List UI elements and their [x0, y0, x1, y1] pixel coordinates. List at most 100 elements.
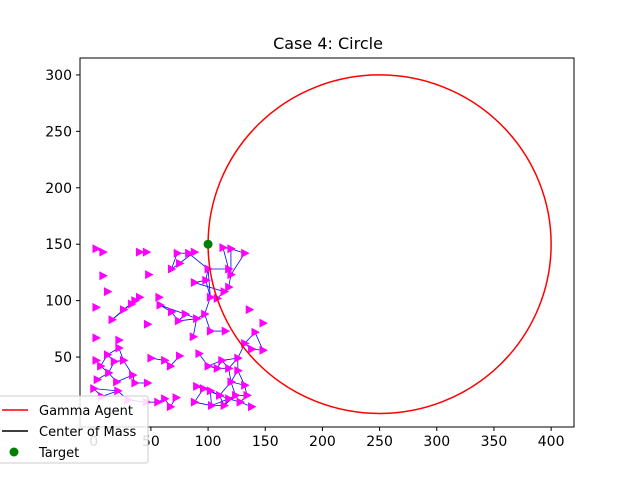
- agent-marker: [92, 302, 102, 312]
- x-tick-label: 350: [481, 434, 508, 450]
- agent-marker: [156, 300, 166, 310]
- agent-marker: [225, 394, 234, 404]
- agent-marker: [92, 355, 102, 365]
- agent-marker: [90, 384, 99, 394]
- agent-marker: [216, 390, 225, 400]
- agent-marker: [175, 258, 185, 268]
- agent-marker: [108, 315, 118, 325]
- agent-marker: [204, 361, 214, 371]
- agent-marker: [135, 292, 145, 302]
- agent-marker: [234, 366, 243, 376]
- agent-marker: [166, 402, 176, 412]
- y-tick-label: 250: [45, 124, 72, 140]
- agent-marker: [115, 343, 124, 353]
- x-tick-label: 100: [195, 434, 222, 450]
- agent-marker: [227, 377, 236, 387]
- chart-title: Case 4: Circle: [273, 34, 383, 53]
- agent-marker: [135, 247, 145, 257]
- agent-marker: [143, 319, 153, 329]
- agent-marker: [201, 309, 210, 319]
- axis-ticks: 0501001502002503003504005010015020025030…: [45, 68, 564, 450]
- agent-marker: [221, 326, 231, 336]
- axes-frame: [79, 57, 575, 428]
- agent-marker: [225, 363, 234, 373]
- agent-marker: [166, 361, 176, 371]
- agent-marker: [119, 355, 129, 365]
- agent-marker: [259, 318, 268, 328]
- agent-marker: [173, 248, 183, 258]
- agent-marker: [206, 386, 216, 396]
- x-tick-label: 250: [366, 434, 393, 450]
- agent-marker: [193, 314, 202, 324]
- agent-marker: [241, 380, 250, 390]
- agent-marker: [232, 390, 241, 400]
- agent-marker: [92, 333, 102, 343]
- agent-marker: [110, 357, 120, 367]
- y-tick-label: 300: [45, 68, 72, 84]
- agent-marker: [243, 390, 252, 400]
- agent-marker: [251, 327, 260, 337]
- agent-marker: [241, 248, 250, 258]
- agent-marker: [92, 244, 102, 254]
- agent-marker: [202, 275, 211, 285]
- legend-label: Target: [38, 446, 79, 461]
- agent-marker: [248, 344, 257, 354]
- agent-marker: [155, 292, 164, 302]
- legend-dot-swatch: [9, 447, 19, 457]
- agent-marker: [190, 397, 200, 407]
- legend-label: Gamma Agent: [39, 404, 133, 419]
- agent-marker: [161, 355, 170, 365]
- agent-marker: [142, 247, 152, 257]
- agent-marker: [227, 270, 236, 280]
- agent-marker: [193, 381, 202, 391]
- agent-marker: [208, 401, 217, 411]
- agent-marker: [227, 244, 236, 254]
- agent-marker: [129, 370, 138, 380]
- y-tick-label: 100: [45, 294, 72, 310]
- agent-marker: [154, 397, 163, 407]
- legend-label: Center of Mass: [39, 425, 137, 440]
- agent-edge: [222, 247, 230, 270]
- agent-edge: [194, 282, 225, 292]
- agent-marker: [99, 271, 108, 281]
- agent-marker: [113, 377, 122, 387]
- plot-area: [90, 74, 552, 415]
- agent-marker: [218, 355, 227, 365]
- agent-marker: [119, 305, 129, 315]
- agent-marker: [115, 335, 124, 345]
- agent-marker: [213, 363, 223, 373]
- agent-marker: [234, 353, 243, 363]
- agent-marker: [220, 287, 230, 297]
- legend: Gamma Agent Center of Mass Target: [0, 395, 149, 464]
- agent-marker: [204, 264, 214, 274]
- agent-marker: [161, 394, 170, 404]
- agent-marker: [147, 353, 156, 363]
- agent-marker: [105, 368, 114, 378]
- agent-marker: [145, 270, 154, 280]
- agent-marker: [245, 305, 255, 315]
- agent-marker: [143, 378, 153, 388]
- agent-marker: [259, 345, 268, 355]
- agent-marker: [206, 326, 216, 336]
- agent-marker: [225, 264, 234, 274]
- agent-marker: [99, 247, 108, 257]
- agent-marker: [167, 264, 177, 274]
- agent-marker: [131, 296, 140, 306]
- y-tick-label: 150: [45, 237, 72, 253]
- agent-marker: [131, 378, 140, 388]
- agent-marker: [248, 402, 257, 412]
- agent-marker: [103, 350, 113, 360]
- x-tick-label: 150: [252, 434, 279, 450]
- agent-marker: [93, 375, 103, 385]
- agent-marker: [236, 397, 246, 407]
- agent-marker: [189, 332, 199, 342]
- agent-marker: [172, 393, 182, 403]
- agent-marker: [220, 401, 230, 411]
- agent-marker: [97, 361, 106, 371]
- agent-marker: [174, 316, 184, 326]
- agent-marker: [190, 247, 200, 257]
- y-tick-label: 200: [45, 181, 72, 197]
- agent-marker: [167, 307, 177, 317]
- agent-marker: [103, 287, 113, 297]
